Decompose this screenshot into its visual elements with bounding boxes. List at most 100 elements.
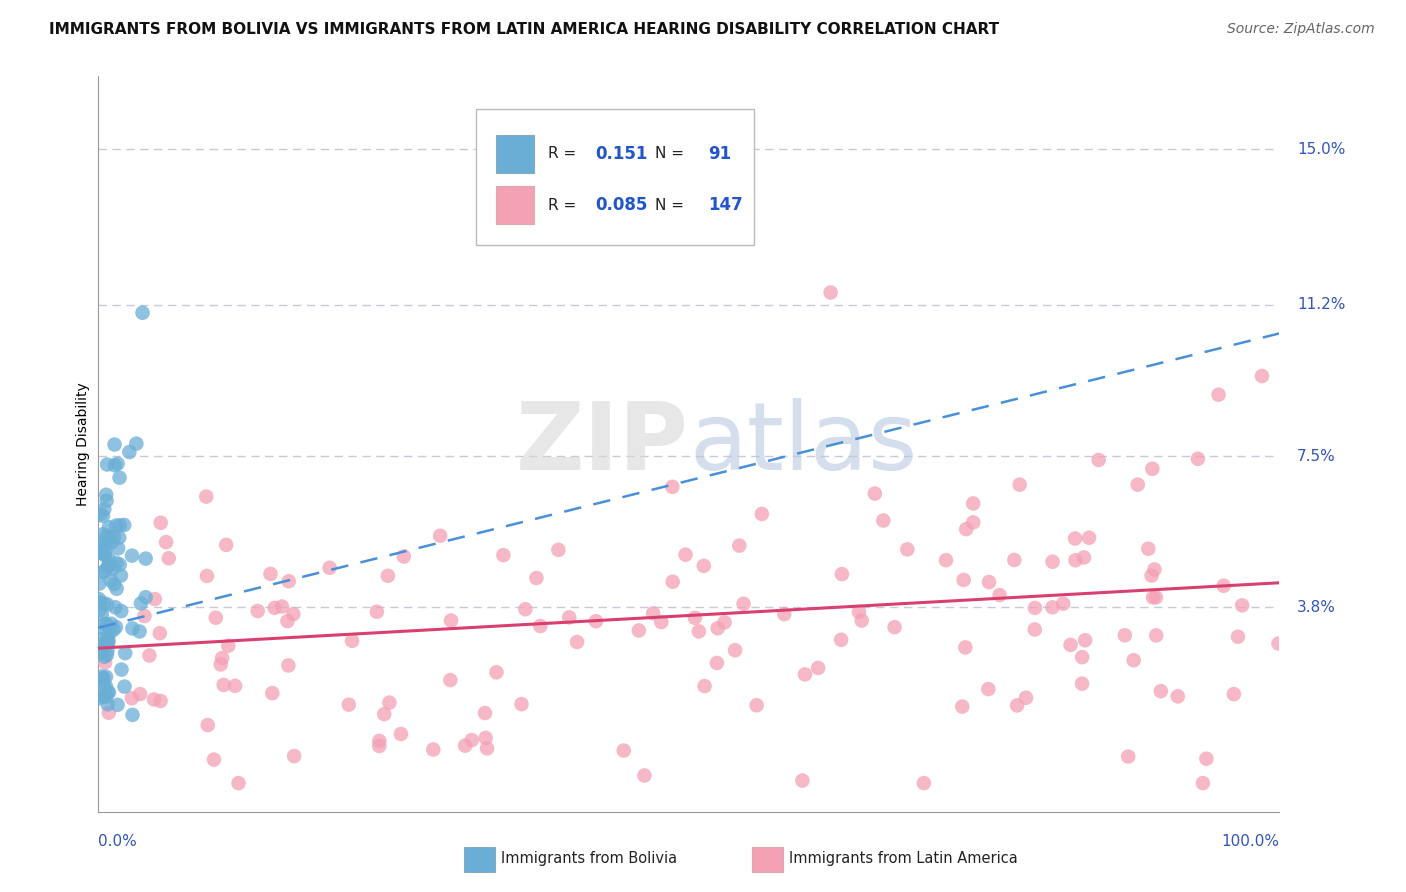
Point xyxy=(373,707,395,722)
Point xyxy=(204,610,226,624)
Point xyxy=(706,621,728,635)
Point xyxy=(988,588,1011,602)
Point xyxy=(89,507,111,521)
Point xyxy=(98,531,121,545)
Point xyxy=(950,699,973,714)
Point xyxy=(93,565,115,579)
Point xyxy=(1073,550,1095,565)
Point xyxy=(1042,600,1064,615)
Point xyxy=(104,600,127,615)
Point xyxy=(100,573,122,587)
Point xyxy=(121,707,143,722)
Point xyxy=(1208,387,1230,401)
Point xyxy=(129,596,152,610)
Point xyxy=(202,753,225,767)
Point xyxy=(89,603,111,617)
Point xyxy=(896,542,918,557)
Point xyxy=(121,622,143,636)
Point xyxy=(675,548,697,562)
Point xyxy=(97,698,120,712)
Point xyxy=(90,669,112,683)
Point xyxy=(108,518,131,533)
Point xyxy=(96,493,118,508)
Point xyxy=(211,651,233,665)
Point xyxy=(683,611,706,625)
Point xyxy=(197,718,219,732)
Point xyxy=(125,436,148,450)
Point xyxy=(515,602,537,616)
Point xyxy=(474,731,496,745)
Point xyxy=(526,571,548,585)
Point xyxy=(1144,628,1167,642)
Point xyxy=(96,598,118,612)
Point xyxy=(149,516,172,530)
Point xyxy=(246,604,269,618)
Point xyxy=(93,679,115,693)
Point xyxy=(94,656,117,670)
Point xyxy=(429,529,451,543)
Point xyxy=(110,604,132,618)
Point xyxy=(510,697,533,711)
Text: 100.0%: 100.0% xyxy=(1222,834,1279,849)
Point xyxy=(97,635,120,649)
Point xyxy=(195,569,218,583)
Point xyxy=(872,513,894,527)
Point xyxy=(378,696,401,710)
Point xyxy=(93,502,115,516)
Point xyxy=(89,595,111,609)
Point xyxy=(271,599,294,614)
Point xyxy=(107,698,129,712)
Point xyxy=(155,535,177,549)
FancyBboxPatch shape xyxy=(496,135,534,173)
Point xyxy=(848,605,870,619)
Point xyxy=(368,734,391,748)
Text: N =: N = xyxy=(655,146,689,161)
Point xyxy=(97,520,120,534)
Point xyxy=(547,542,569,557)
Point xyxy=(1064,532,1087,546)
Point xyxy=(1140,568,1163,582)
Point xyxy=(1116,749,1139,764)
Point xyxy=(94,670,117,684)
Point xyxy=(103,529,125,543)
Point xyxy=(955,640,977,655)
Point xyxy=(1187,451,1209,466)
Point xyxy=(121,691,143,706)
Point xyxy=(337,698,360,712)
Point xyxy=(807,661,830,675)
Text: R =: R = xyxy=(548,198,582,213)
Point xyxy=(96,458,118,472)
Point xyxy=(131,306,153,320)
Point xyxy=(633,768,655,782)
Point xyxy=(724,643,747,657)
Point xyxy=(1078,531,1101,545)
Point xyxy=(377,569,399,583)
Point xyxy=(529,619,551,633)
Point xyxy=(1126,477,1149,491)
Text: N =: N = xyxy=(655,198,689,213)
Point xyxy=(217,639,239,653)
Point xyxy=(89,643,111,657)
Point xyxy=(1064,553,1087,567)
Text: 91: 91 xyxy=(707,145,731,163)
Point xyxy=(107,457,129,471)
Point xyxy=(366,605,388,619)
Point xyxy=(688,624,710,639)
Point xyxy=(751,507,773,521)
Point xyxy=(97,632,120,647)
Point xyxy=(97,558,120,572)
Point xyxy=(283,607,305,621)
Point xyxy=(96,633,118,648)
Point xyxy=(492,548,515,562)
Point xyxy=(138,648,160,663)
Point xyxy=(93,649,115,664)
Point xyxy=(89,535,111,549)
Point xyxy=(693,558,716,573)
Point xyxy=(97,685,120,699)
Point xyxy=(96,529,118,543)
Point xyxy=(1071,676,1094,690)
Point xyxy=(94,544,117,558)
Point xyxy=(475,741,498,756)
Point xyxy=(1059,638,1081,652)
Text: Immigrants from Latin America: Immigrants from Latin America xyxy=(789,851,1018,865)
